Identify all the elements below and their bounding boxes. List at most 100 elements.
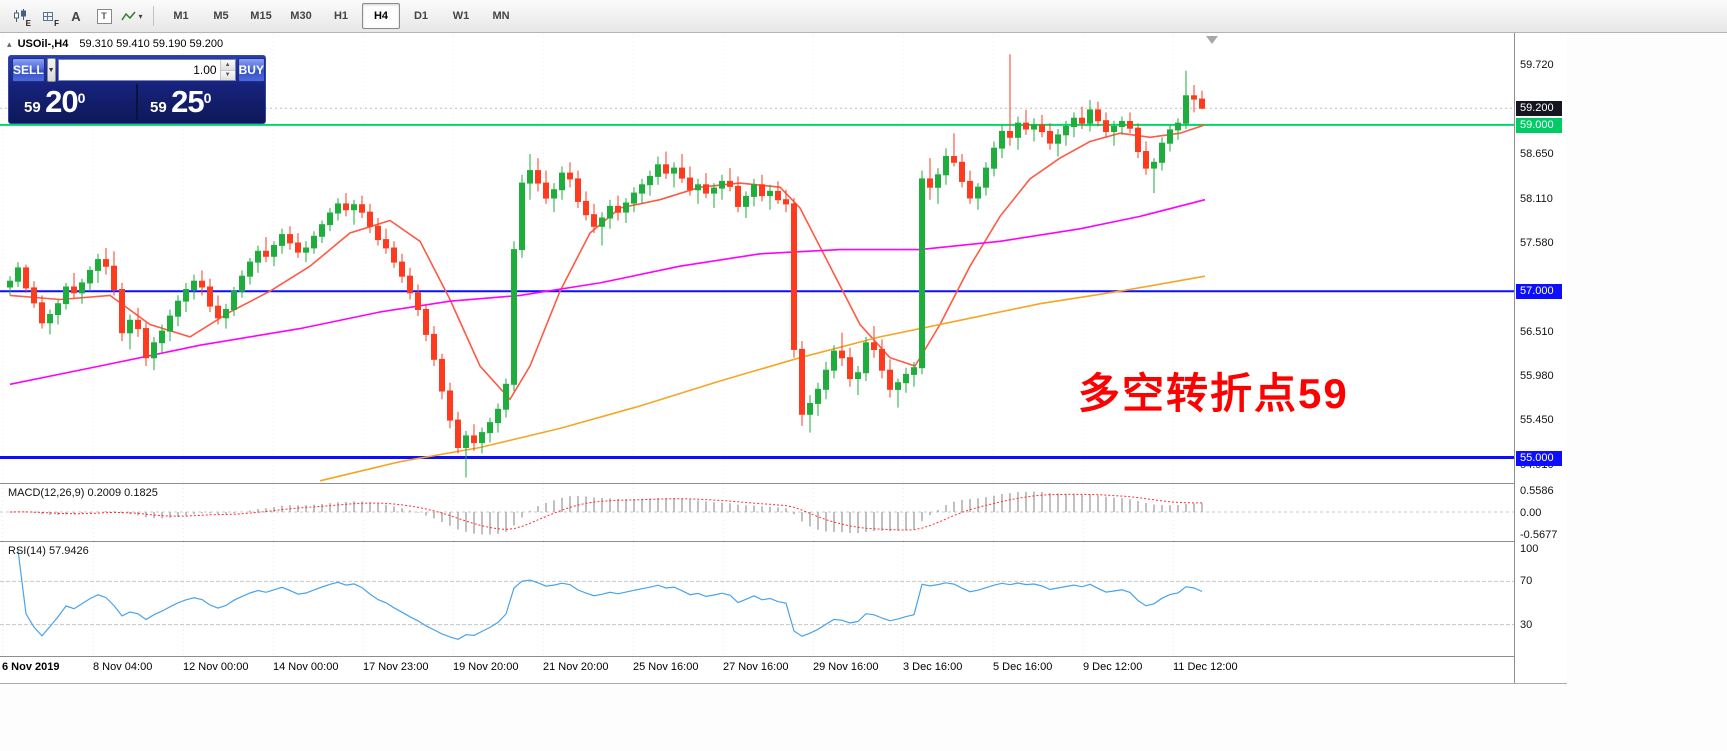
- fast-ma-line: [9, 124, 1206, 401]
- indicator-zigzag-icon: [121, 11, 137, 21]
- text-a-button[interactable]: A: [63, 3, 89, 29]
- indicators-dropdown-button[interactable]: ▾: [119, 3, 145, 29]
- grid-f-button[interactable]: F: [35, 3, 61, 29]
- timeframe-m5-button[interactable]: M5: [213, 10, 229, 22]
- time-axis-label: 3 Dec 16:00: [903, 661, 963, 673]
- moving-averages-layer: [9, 124, 1206, 482]
- icon-sub-label-f: F: [54, 19, 59, 28]
- macd-indicator-chart: [0, 484, 1514, 541]
- time-axis-label: 6 Nov 2019: [2, 661, 60, 673]
- price-axis-label: 56.510: [1520, 326, 1554, 338]
- symbol-ohlc-bar: ▴ USOil-,H4 59.310 59.410 59.190 59.200: [7, 38, 223, 50]
- horizontal-lines-layer: [0, 107, 1514, 460]
- sell-button[interactable]: SELL: [12, 58, 45, 82]
- price-chart: [0, 33, 1514, 483]
- price-axis-label: 55.450: [1520, 414, 1554, 426]
- sell-price-big: 20: [45, 83, 78, 119]
- spinner-up-icon[interactable]: ▲: [220, 60, 235, 71]
- timeframe-m1-button[interactable]: M1: [173, 10, 189, 22]
- price-badge: 59.200: [1516, 101, 1562, 116]
- buy-price-sup: 0: [203, 89, 212, 106]
- time-axis-label: 25 Nov 16:00: [633, 661, 699, 673]
- timeframe-h4-button[interactable]: H4: [362, 3, 400, 29]
- panel-separator[interactable]: [0, 483, 1566, 484]
- macd-axis-label: 0.00: [1520, 507, 1542, 519]
- spinner-down-icon[interactable]: ▼: [220, 70, 235, 80]
- one-click-trading-panel: SELL ▼ ▲ ▼ BUY 59 200 59: [8, 55, 266, 124]
- time-axis-label: 14 Nov 00:00: [273, 661, 339, 673]
- timeframe-h1-button[interactable]: H1: [333, 10, 349, 22]
- price-axis[interactable]: 59.720 58.650 58.110 57.580 56.510 55.980 55.4…: [1514, 33, 1567, 683]
- time-axis-label: 8 Nov 04:00: [93, 661, 153, 673]
- chart-shift-marker-icon[interactable]: [1206, 36, 1218, 44]
- price-badge: 59.000: [1516, 118, 1562, 133]
- rsi-line: [17, 550, 1203, 640]
- text-label-button[interactable]: T: [91, 3, 117, 29]
- time-axis-label: 11 Dec 12:00: [1173, 661, 1238, 673]
- rsi-line-layer: [17, 550, 1203, 640]
- toolbar-separator: [153, 6, 154, 26]
- price-axis-label: 58.650: [1520, 148, 1554, 160]
- time-axis-label: 19 Nov 20:00: [453, 661, 519, 673]
- time-axis-label: 5 Dec 16:00: [993, 661, 1053, 673]
- candlestick-chart-e-button[interactable]: E: [7, 3, 33, 29]
- timeframe-m15-button[interactable]: M15: [250, 10, 272, 22]
- volume-spinner: ▲ ▼: [219, 60, 235, 80]
- symbol-label: USOil-,H4: [17, 38, 69, 50]
- price-badge: 57.000: [1516, 284, 1562, 299]
- volume-field-wrap: ▲ ▼: [57, 59, 236, 81]
- icon-sub-label-e: E: [25, 19, 31, 28]
- price-axis-label: 55.980: [1520, 370, 1554, 382]
- rsi-label: RSI(14) 57.9426: [8, 545, 89, 557]
- macd-grid-layer: [0, 484, 1514, 541]
- boxed-t-icon: T: [96, 8, 112, 24]
- macd-label: MACD(12,26,9) 0.2009 0.1825: [8, 487, 158, 499]
- macd-signal-line: [9, 493, 1202, 531]
- macd-histogram-layer: [17, 491, 1203, 535]
- sell-price-display[interactable]: 59 200: [12, 84, 136, 120]
- time-axis-label: 9 Dec 12:00: [1083, 661, 1143, 673]
- rsi-indicator-chart: [0, 542, 1514, 656]
- macd-axis-label: -0.5677: [1520, 529, 1558, 541]
- letter-a-icon: A: [71, 8, 81, 24]
- chart-window: 59.720 58.650 58.110 57.580 56.510 55.980 55.4…: [0, 33, 1567, 684]
- slow-ma-line: [319, 275, 1206, 482]
- price-divider: [136, 83, 138, 120]
- time-axis-label: 12 Nov 00:00: [183, 661, 249, 673]
- price-axis-label: 57.580: [1520, 237, 1554, 249]
- time-axis-label: 29 Nov 16:00: [813, 661, 879, 673]
- candlestick-icon: [13, 9, 26, 22]
- rsi-axis-label: 70: [1520, 575, 1533, 587]
- volume-dropdown-button[interactable]: ▼: [46, 58, 56, 82]
- timeframe-d1-button[interactable]: D1: [413, 10, 429, 22]
- rsi-axis-label: 100: [1520, 543, 1539, 555]
- medium-ma-line: [9, 198, 1206, 386]
- macd-signal-layer: [9, 493, 1202, 531]
- time-axis-label: 27 Nov 16:00: [723, 661, 789, 673]
- buy-price-display[interactable]: 59 250: [138, 84, 262, 120]
- rsi-grid-layer: [0, 542, 1514, 656]
- timeframe-m30-button[interactable]: M30: [290, 10, 312, 22]
- panel-separator[interactable]: [0, 656, 1566, 657]
- price-axis-label: 58.110: [1520, 193, 1553, 205]
- chevron-down-icon: ▾: [138, 11, 143, 21]
- timeframe-w1-button[interactable]: W1: [452, 10, 470, 22]
- timeframe-group: M1 M5 M15 M30 H1 H4 D1 W1 MN: [161, 3, 521, 29]
- sell-price-small: 59: [24, 98, 41, 116]
- panel-separator[interactable]: [0, 541, 1566, 542]
- buy-price-small: 59: [150, 98, 167, 116]
- volume-input[interactable]: [58, 60, 220, 80]
- chart-text-annotation: 多空转折点59: [1078, 370, 1349, 417]
- trade-controls-row: SELL ▼ ▲ ▼ BUY: [12, 58, 265, 82]
- trade-prices-row: 59 200 59 250: [12, 83, 262, 120]
- timeframe-mn-button[interactable]: MN: [492, 10, 510, 22]
- time-axis-label: 17 Nov 23:00: [363, 661, 429, 673]
- rsi-axis-label: 30: [1520, 619, 1533, 631]
- ohlc-values: 59.310 59.410 59.190 59.200: [79, 38, 224, 50]
- time-axis[interactable]: 6 Nov 2019 8 Nov 04:00 12 Nov 00:00 14 Nov …: [0, 657, 1514, 683]
- buy-button[interactable]: BUY: [237, 58, 265, 82]
- toolbar: E F A T ▾ M1 M5 M15 M30 H1 H4 D1 W1 MN: [0, 0, 1727, 33]
- collapse-icon[interactable]: ▴: [7, 39, 12, 49]
- candles-layer: [7, 54, 1205, 478]
